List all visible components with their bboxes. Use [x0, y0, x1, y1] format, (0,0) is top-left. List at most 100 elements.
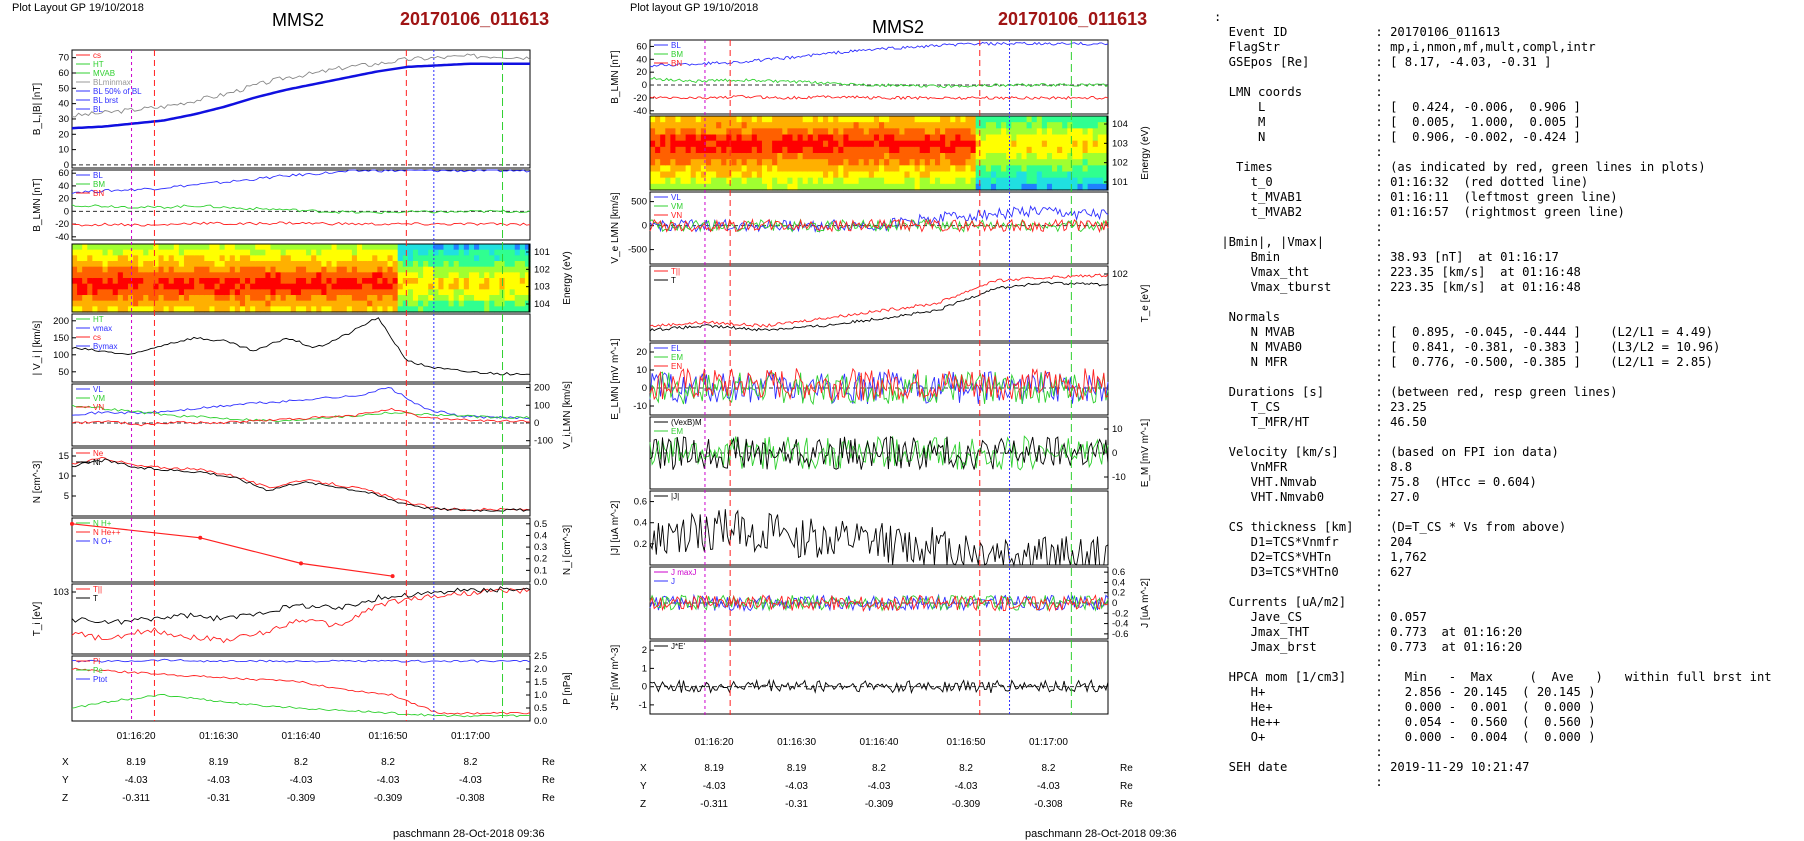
- heatmap-cell: [158, 255, 165, 262]
- heatmap-cell: [168, 289, 175, 296]
- heatmap-cell: [260, 278, 266, 285]
- heatmap-cell: [909, 159, 916, 166]
- heatmap-cell: [1026, 165, 1033, 173]
- heatmap-cell: [889, 116, 895, 123]
- y-tick-label: 0: [642, 383, 647, 394]
- heatmap-cell: [87, 306, 93, 313]
- heatmap-cell: [72, 278, 78, 285]
- heatmap-cell: [260, 244, 266, 251]
- info-line: GSEpos [Re] : [ 8.17, -4.03, -0.31 ]: [1214, 55, 1552, 69]
- heatmap-cell: [1001, 116, 1007, 123]
- heatmap-cell: [868, 153, 875, 160]
- heatmap-cell: [670, 183, 677, 191]
- heatmap-cell: [934, 171, 941, 179]
- heatmap-cell: [519, 278, 526, 285]
- heatmap-cell: [726, 177, 733, 185]
- heatmap-cell: [1041, 134, 1048, 142]
- heatmap-cell: [960, 116, 967, 123]
- y-tick-label: -40: [633, 106, 647, 117]
- heatmap-cell: [168, 295, 175, 302]
- heatmap-cell: [209, 283, 216, 290]
- y-tick-label: 60: [636, 41, 647, 52]
- legend-label: T: [671, 276, 676, 285]
- heatmap-cell: [848, 159, 855, 166]
- heatmap-cell: [904, 122, 911, 129]
- heatmap-cell: [199, 272, 205, 279]
- heatmap-cell: [650, 171, 656, 179]
- heatmap-cell: [797, 116, 804, 123]
- heatmap-cell: [280, 300, 287, 307]
- heatmap-cell: [975, 183, 982, 191]
- heatmap-cell: [178, 272, 185, 279]
- heatmap-cell: [1011, 134, 1017, 142]
- heatmap-cell: [996, 116, 1002, 123]
- heatmap-cell: [306, 266, 312, 273]
- heatmap-cell: [77, 283, 83, 290]
- heatmap-cell: [189, 295, 195, 302]
- heatmap-cell: [407, 244, 414, 251]
- heatmap-cell: [1001, 122, 1007, 129]
- heatmap-cell: [675, 134, 682, 142]
- heatmap-cell: [199, 283, 205, 290]
- heatmap-cell: [929, 122, 936, 129]
- heatmap-cell: [311, 249, 317, 256]
- heatmap-cell: [316, 289, 322, 296]
- heatmap-cell: [514, 244, 521, 251]
- heatmap-cell: [448, 283, 455, 290]
- position-value: -4.03: [785, 781, 808, 792]
- heatmap-cell: [239, 300, 246, 307]
- heatmap-cell: [853, 134, 860, 142]
- info-line: :: [1214, 430, 1383, 444]
- heatmap-cell: [716, 159, 722, 166]
- y-tick-label: 103: [53, 587, 69, 598]
- heatmap-cell: [1006, 183, 1012, 191]
- panel-frame: [1106, 115, 1109, 191]
- heatmap-cell: [802, 140, 809, 148]
- heatmap-cell: [894, 134, 900, 142]
- heatmap-cell: [741, 153, 748, 160]
- heatmap-cell: [367, 261, 373, 268]
- heatmap-cell: [863, 128, 870, 136]
- legend-label: BM: [93, 180, 105, 189]
- heatmap-cell: [463, 283, 470, 290]
- heatmap-cell: [879, 146, 885, 154]
- heatmap-cell: [443, 255, 450, 262]
- heatmap-cell: [97, 266, 104, 273]
- heatmap-cell: [955, 116, 962, 123]
- heatmap-cell: [665, 122, 671, 129]
- heatmap-cell: [843, 159, 850, 166]
- heatmap-cell: [97, 244, 104, 251]
- heatmap-cell: [77, 266, 83, 273]
- heatmap-cell: [782, 140, 788, 148]
- heatmap-cell: [351, 244, 358, 251]
- heatmap-cell: [690, 128, 697, 136]
- legend-label: T||: [671, 267, 680, 276]
- heatmap-cell: [787, 177, 794, 185]
- heatmap-cell: [894, 177, 900, 185]
- heatmap-cell: [402, 244, 409, 251]
- heatmap-cell: [772, 165, 778, 173]
- panel-frame: [71, 169, 531, 241]
- heatmap-cell: [751, 177, 758, 185]
- y-tick-label: 0: [642, 221, 647, 232]
- series-line: [649, 435, 1109, 471]
- heatmap-cell: [412, 300, 419, 307]
- heatmap-cell: [331, 261, 338, 268]
- legend-label: BL: [93, 105, 103, 114]
- heatmap-cell: [716, 146, 722, 154]
- heatmap-cell: [474, 283, 480, 290]
- heatmap-cell: [914, 140, 921, 148]
- heatmap-cell: [919, 159, 926, 166]
- heatmap-cell: [178, 278, 185, 285]
- heatmap-cell: [1102, 153, 1109, 160]
- y-tick-label: -100: [534, 436, 553, 447]
- heatmap-cell: [280, 244, 287, 251]
- y-tick-label: 102: [1112, 158, 1128, 169]
- heatmap-cell: [838, 122, 844, 129]
- heatmap-cell: [1036, 140, 1043, 148]
- info-line: VnMFR : 8.8: [1214, 460, 1413, 474]
- heatmap-cell: [960, 159, 967, 166]
- legend-label: VL: [671, 193, 681, 202]
- heatmap-cell: [133, 244, 139, 251]
- heatmap-cell: [1057, 183, 1063, 191]
